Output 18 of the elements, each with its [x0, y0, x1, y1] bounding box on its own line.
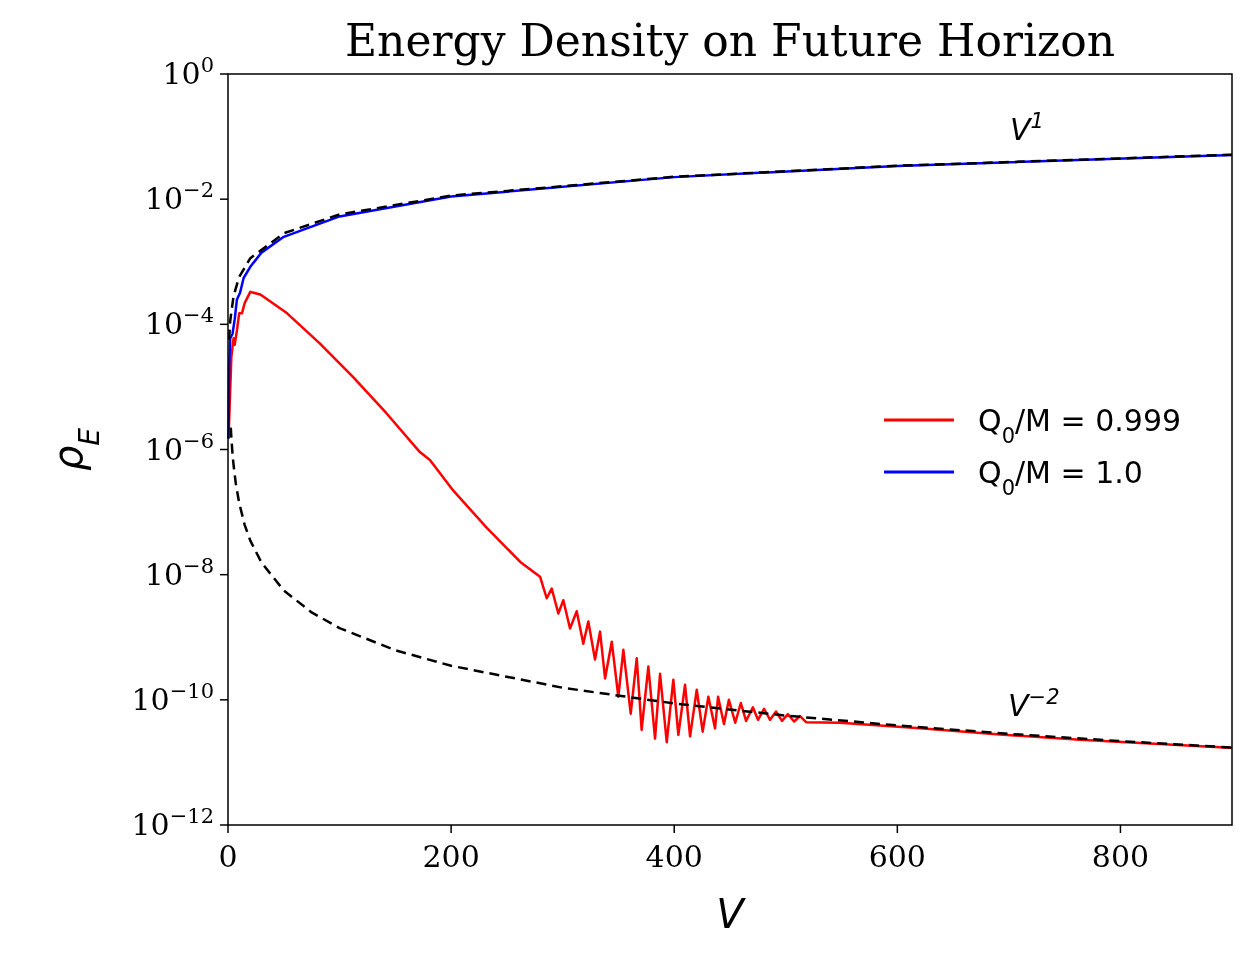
y-tick-label: 10$^{−4}$ — [144, 303, 214, 342]
x-tick-label: 800 — [1091, 839, 1150, 874]
y-tick-label: 10$^{−6}$ — [144, 428, 214, 467]
annotation: V$^{−2}$ — [1008, 685, 1060, 723]
x-tick-label: 600 — [868, 839, 926, 874]
chart-title: Energy Density on Future Horizon — [344, 15, 1116, 66]
legend-label: Q$_{0}$/M = 1.0 — [978, 455, 1143, 500]
legend-label: Q$_{0}$/M = 0.999 — [978, 403, 1182, 448]
y-tick-label: 10$^{−8}$ — [144, 553, 214, 592]
y-tick-label: 10$^{−12}$ — [131, 804, 214, 842]
x-tick-label: 200 — [422, 839, 480, 874]
annotation: V$^{1}$ — [1010, 109, 1044, 147]
x-tick-label: 0 — [218, 839, 238, 874]
x-axis-title: V — [716, 891, 747, 937]
y-tick-label: 10$^{−2}$ — [144, 178, 214, 217]
y-tick-label: 10$^{−10}$ — [131, 678, 214, 717]
x-tick-label: 400 — [645, 839, 703, 874]
y-tick-label: 10$^{0}$ — [162, 53, 214, 91]
